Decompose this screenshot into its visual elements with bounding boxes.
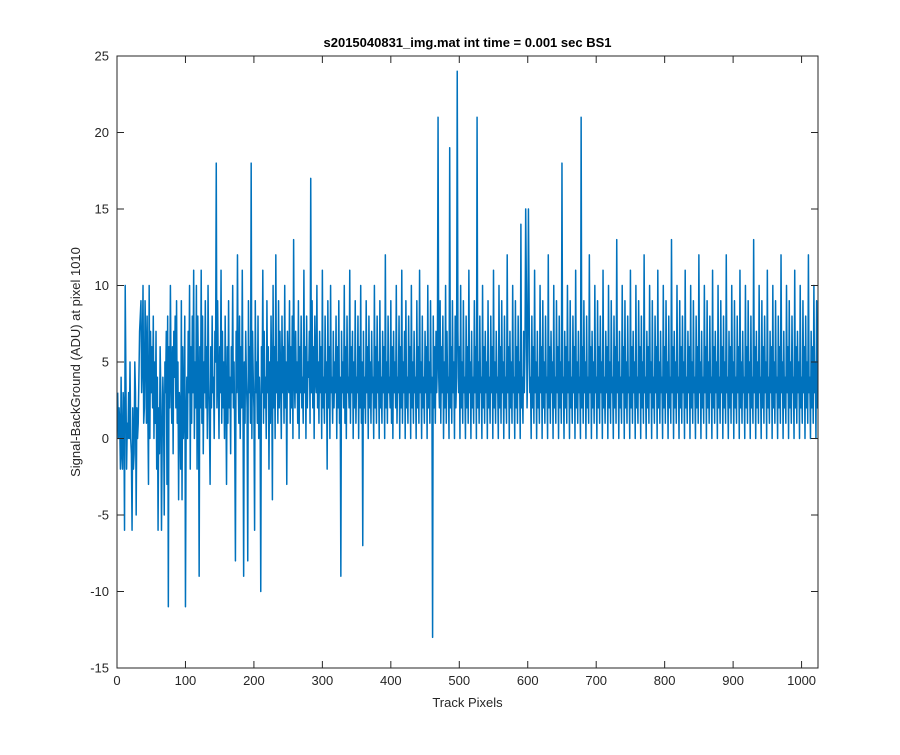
y-axis-label: Signal-BackGround (ADU) at pixel 1010	[68, 247, 83, 477]
x-tick-label: 600	[517, 673, 539, 688]
y-tick-label: -15	[90, 661, 109, 676]
x-tick-label: 400	[380, 673, 402, 688]
x-tick-label: 900	[722, 673, 744, 688]
chart-title: s2015040831_img.mat int time = 0.001 sec…	[324, 35, 612, 50]
series-layer	[117, 70, 818, 639]
x-tick-label: 1000	[787, 673, 816, 688]
x-tick-label: 200	[243, 673, 265, 688]
ticks-layer: 0 100 200 300 400 500 600 700 800 900 1000-15-10-5…	[90, 49, 818, 688]
y-tick-label: -10	[90, 584, 109, 599]
y-tick-label: 25	[95, 49, 109, 64]
x-tick-label: 300	[312, 673, 334, 688]
x-tick-label: 0	[113, 673, 120, 688]
x-tick-label: 700	[585, 673, 607, 688]
x-axis-label: Track Pixels	[432, 695, 503, 710]
y-tick-label: -5	[97, 508, 109, 523]
x-tick-label: 800	[654, 673, 676, 688]
x-tick-label: 500	[448, 673, 470, 688]
y-tick-label: 5	[102, 355, 109, 370]
x-tick-label: 100	[175, 673, 197, 688]
y-tick-label: 15	[95, 202, 109, 217]
y-tick-label: 20	[95, 125, 109, 140]
y-tick-label: 10	[95, 278, 109, 293]
y-tick-label: 0	[102, 431, 109, 446]
series-line-1	[117, 70, 818, 639]
